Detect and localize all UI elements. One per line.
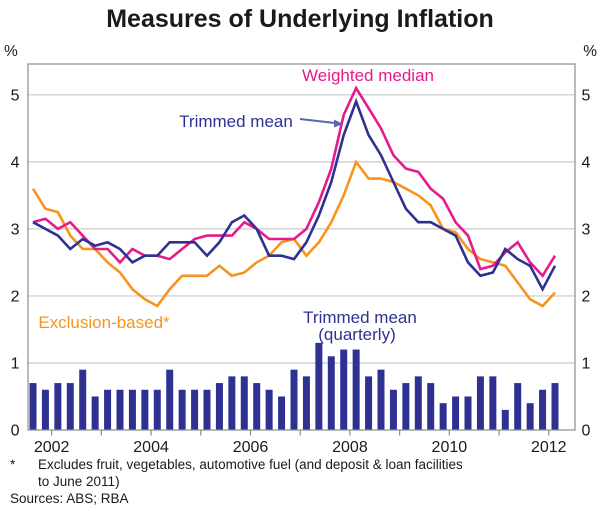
footnote-marker: *: [10, 457, 16, 472]
svg-text:%: %: [4, 43, 18, 60]
svg-text:1: 1: [11, 355, 20, 372]
trimmed-mean-arrow: [299, 118, 343, 128]
svg-text:1: 1: [582, 355, 591, 372]
annotation-weighted-median-label: Weighted median: [302, 66, 434, 85]
x-axis-ticks: [51, 430, 550, 436]
y-axis-labels-right: 0 1 2 3 4 5: [582, 87, 591, 439]
svg-text:3: 3: [582, 221, 591, 238]
chart-title: Measures of Underlying Inflation: [106, 5, 494, 33]
footnote-line-2: to June 2011): [38, 474, 120, 489]
annotation-trimmed-mean-label: Trimmed mean: [179, 112, 293, 131]
annotation-exclusion-based-label: Exclusion-based*: [38, 313, 170, 332]
sources: Sources: ABS; RBA: [10, 491, 129, 506]
svg-text:0: 0: [582, 423, 591, 440]
line-trimmed-mean: [32, 97, 557, 292]
footnote-line-1: * Excludes fruit, vegetables, automotive …: [10, 457, 463, 472]
footnote: * Excludes fruit, vegetables, automotive …: [10, 456, 583, 490]
svg-text:0: 0: [11, 423, 20, 440]
svg-text:2012: 2012: [531, 439, 567, 455]
line-weighted-median: [32, 85, 557, 278]
svg-text:2010: 2010: [432, 439, 468, 455]
annotation-trimmed-mean-quarterly-label-2: (quarterly): [318, 325, 395, 344]
svg-text:2: 2: [582, 288, 591, 305]
svg-text:2006: 2006: [233, 439, 269, 455]
svg-text:4: 4: [582, 154, 591, 171]
svg-text:2008: 2008: [332, 439, 368, 455]
line-exclusion-based: [31, 159, 556, 308]
svg-text:2004: 2004: [133, 439, 169, 455]
svg-text:5: 5: [582, 87, 591, 104]
svg-text:4: 4: [11, 154, 20, 171]
inflation-chart: 0 1 2 3 4 5 0 1 2 3 4 5% % 2002 2004 2006 2008 2010 2012 We…: [4, 43, 597, 455]
annotation-trimmed-mean-quarterly-label-1: Trimmed mean: [303, 308, 417, 327]
svg-text:%: %: [583, 43, 597, 60]
svg-text:2002: 2002: [34, 439, 70, 455]
y-axis-labels-left: 0 1 2 3 4 5: [11, 87, 20, 439]
series-annotations: Weighted median Trimmed mean Exclusion-bas…: [38, 66, 434, 344]
svg-text:3: 3: [11, 221, 20, 238]
x-axis-labels: 2002 2004 2006 2008 2010 2012: [34, 439, 567, 455]
plot-frame: [27, 63, 576, 431]
percent-labels: %%: [4, 43, 597, 60]
svg-text:2: 2: [11, 288, 20, 305]
bar-series-trimmed-mean-quarterly: [29, 342, 559, 430]
gridlines: [28, 94, 575, 364]
svg-text:5: 5: [11, 87, 20, 104]
